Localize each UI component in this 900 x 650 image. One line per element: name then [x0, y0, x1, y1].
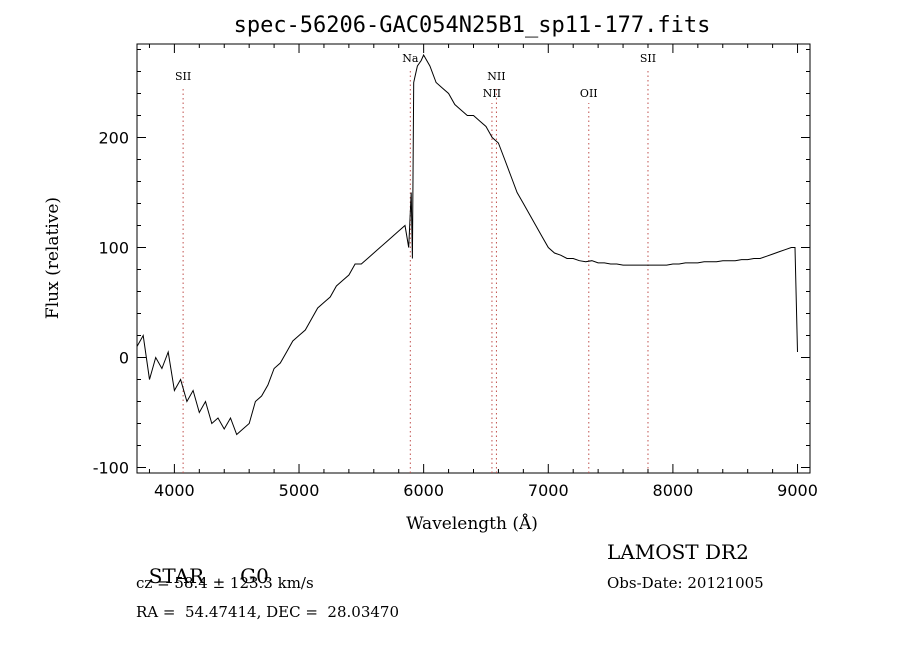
x-tick-label: 8000: [653, 481, 694, 500]
spectral-line-label: NII: [487, 70, 505, 83]
plot-frame: [136, 43, 811, 474]
y-tick-label: 100: [98, 239, 129, 258]
spectral-line-label: SII: [175, 70, 191, 83]
y-axis-label: Flux (relative): [43, 197, 63, 319]
survey-label: LAMOST DR2: [607, 540, 749, 564]
x-tick-label: 4000: [154, 481, 195, 500]
y-tick-label: -100: [93, 459, 129, 478]
y-tick-label: 200: [98, 129, 129, 148]
y-tick-label: 0: [119, 349, 129, 368]
spectral-line-markers: SII Na NII NII OII SII: [175, 52, 656, 473]
x-axis-label: Wavelength (Å): [406, 513, 538, 534]
object-subclass: G0: [240, 564, 269, 588]
spectral-line-label: SII: [640, 52, 656, 65]
spectral-line-label: Na: [402, 52, 419, 65]
coordinates: RA = 54.47414, DEC = 28.03470: [136, 603, 400, 621]
object-type: STAR G0: [136, 540, 269, 588]
chart-title: spec-56206-GAC054N25B1_sp11-177.fits: [234, 13, 711, 38]
spectral-line-label: OII: [580, 87, 598, 100]
redshift-readout: cz = 58.4 ± 123.3 km/s: [136, 574, 314, 592]
spectral-line-label: NII: [483, 87, 501, 100]
axis-ticks: 4000 5000 6000 7000 8000 9000 -100 0 100 200: [93, 44, 818, 500]
spectrum-line: [136, 53, 798, 436]
obs-date: Obs-Date: 20121005: [607, 574, 764, 592]
x-tick-label: 6000: [403, 481, 444, 500]
object-class: STAR: [148, 564, 205, 588]
x-tick-label: 7000: [528, 481, 569, 500]
x-tick-label: 9000: [777, 481, 818, 500]
x-tick-label: 5000: [279, 481, 320, 500]
